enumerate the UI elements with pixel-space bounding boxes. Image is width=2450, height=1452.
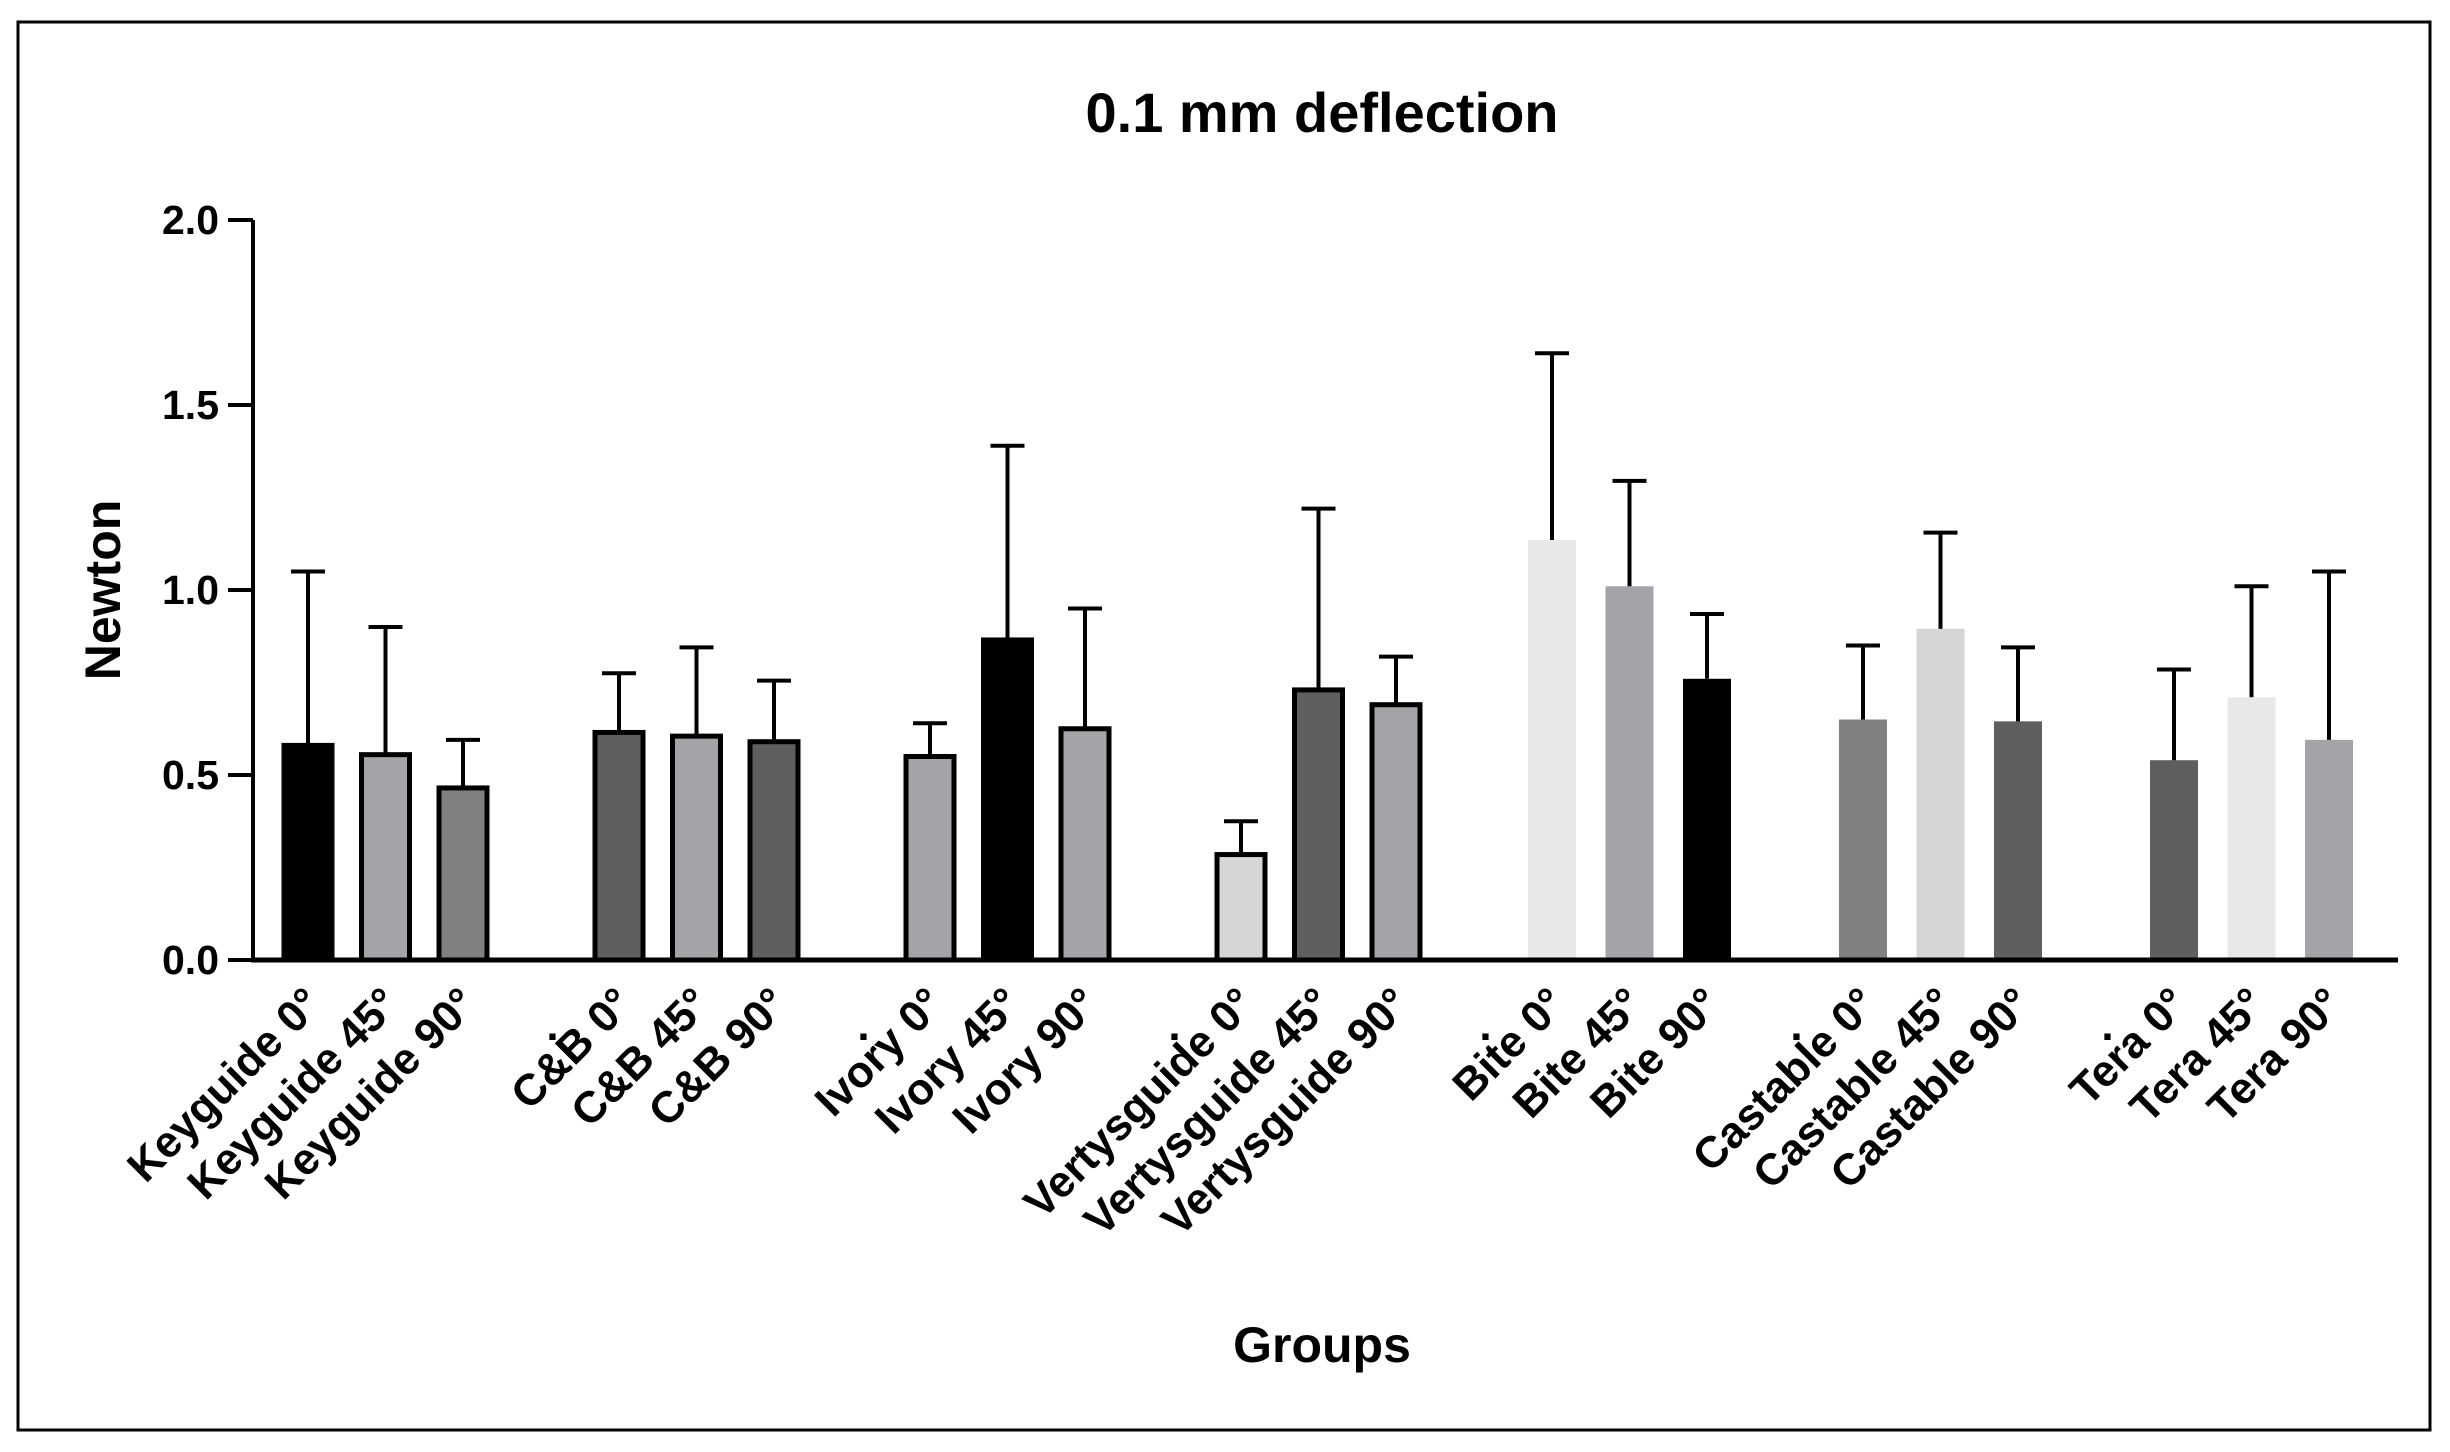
bar [2150,760,2198,960]
bar [670,733,723,963]
bar [1528,540,1576,960]
bar [592,729,646,963]
bar [2227,697,2276,960]
y-axis-label: Newton [75,500,131,681]
separator-label: . [546,1001,558,1050]
bar [1369,702,1423,963]
y-tick-label: 1.5 [162,382,219,428]
separator-label: . [2101,1001,2113,1050]
bar [903,754,957,963]
chart-title: 0.1 mm deflection [1085,81,1558,144]
bars [281,540,2353,963]
bar [1683,678,1731,960]
bar [2305,739,2353,960]
separator-label: . [857,1001,869,1050]
bar [981,637,1034,963]
bar [1994,721,2042,960]
x-axis-label: Groups [1233,1317,1411,1373]
bar [1605,586,1654,960]
bar [359,752,412,963]
bar [1058,726,1112,963]
bar [1916,628,1965,960]
bar [436,785,490,963]
figure-frame [16,20,2432,1432]
bar [281,742,335,963]
bar [1292,687,1345,963]
error-bars [291,351,2346,855]
bar [1214,852,1268,963]
y-axis: 0.0 0.5 1.0 1.5 2.0 [162,197,255,983]
y-tick-label: 0.5 [162,752,219,798]
separator-label: . [1790,1001,1802,1050]
y-tick-label: 1.0 [162,567,219,613]
separator-label: . [1168,1001,1180,1050]
separator-label: . [1479,1001,1491,1050]
bar [747,739,801,963]
bar [1839,719,1887,960]
y-tick-label: 0.0 [162,937,219,983]
y-tick-label: 2.0 [162,197,219,243]
